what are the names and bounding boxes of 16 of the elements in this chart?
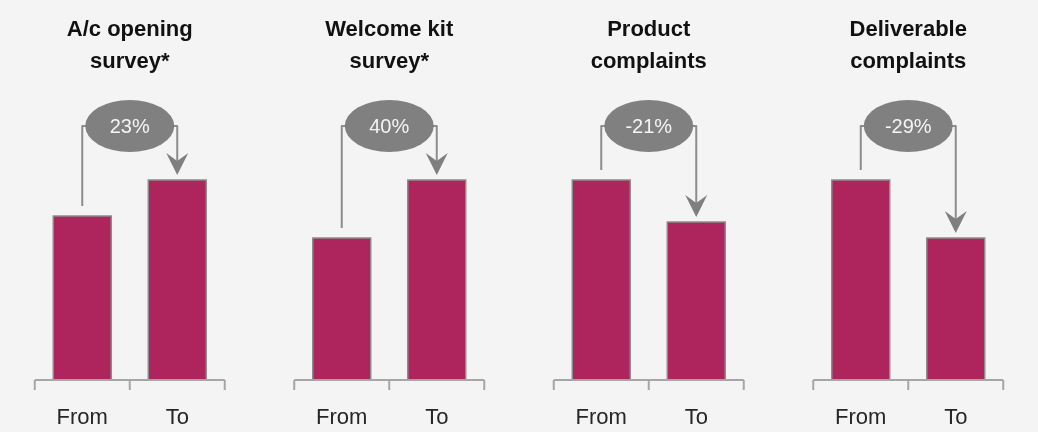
text: -29% [884,115,932,137]
chart-title: Welcome kit survey* [325,16,454,73]
x-tick-label: To [944,404,968,429]
x-tick-label: To [425,404,449,429]
text: -21% [625,115,673,137]
x-tick-label: From [575,404,627,429]
x-tick-label: From [56,404,108,429]
chart-title: Product complaints [590,16,707,73]
text: 23% [109,115,150,137]
chart-title: A/c opening survey* [66,16,193,73]
x-tick-label: To [165,404,189,429]
chart-title: Deliverable complaints [849,16,967,73]
x-tick-label: From [316,404,368,429]
x-tick-label: From [835,404,887,429]
text: 40% [369,115,410,137]
x-tick-label: To [684,404,708,429]
